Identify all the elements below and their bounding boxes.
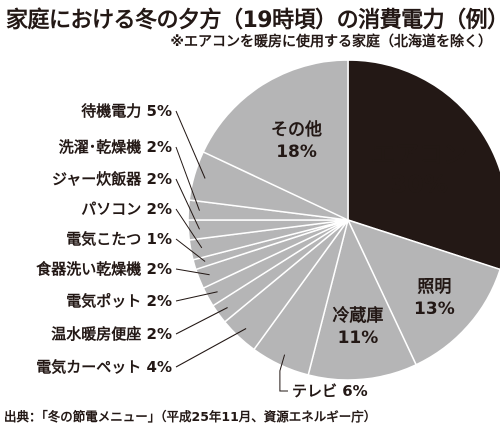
chart-title: 家庭における冬の夕方（19時頃）の消費電力（例） xyxy=(6,8,500,33)
leader-line xyxy=(279,354,288,392)
slice-label: ジャー炊飯器 2% xyxy=(52,170,172,188)
leader-line xyxy=(175,238,206,262)
slice-label: 待機電力 5% xyxy=(81,102,172,120)
slice-label: 温水暖房便座 2% xyxy=(51,325,172,343)
pie-slices xyxy=(187,59,500,381)
slice-label: 電気カーペット 4% xyxy=(36,358,172,376)
slice-value-label: 11% xyxy=(338,328,379,348)
chart-source: 出典：「冬の節電メニュー」（平成25年11月、資源エネルギー庁） xyxy=(4,409,377,424)
slice-value-label: 18% xyxy=(276,142,317,162)
leader-line xyxy=(175,110,206,179)
slice-label: テレビ 6% xyxy=(292,382,368,400)
leader-line xyxy=(175,178,200,230)
leader-line xyxy=(175,328,247,368)
slice-1 xyxy=(346,218,500,366)
leader-line xyxy=(175,307,228,335)
slice-name-label: 冷蔵庫 xyxy=(332,305,383,326)
leader-line xyxy=(175,146,200,211)
slice-name-label: その他 xyxy=(271,119,322,140)
leader-lines xyxy=(175,110,288,392)
slice-label: パソコン 2% xyxy=(81,200,172,218)
slice-label: 食器洗い乾燥機 2% xyxy=(36,260,172,278)
slice-0 xyxy=(347,59,500,271)
chart-subtitle: ※エアコンを暖房に使用する家庭（北海道を除く） xyxy=(170,34,492,50)
slice-13 xyxy=(202,59,349,222)
leader-line xyxy=(175,208,203,249)
slice-label: 洗濯･乾燥機 2% xyxy=(59,138,172,156)
slice-label: 電気こたつ 1% xyxy=(66,230,172,248)
slice-name-label: エアコン xyxy=(371,140,467,168)
leader-line xyxy=(175,268,210,276)
slice-2 xyxy=(307,217,418,381)
slice-value-label: 30% xyxy=(390,170,447,198)
slice-name-label: 照明 xyxy=(417,277,451,297)
slice-value-label: 13% xyxy=(414,299,455,319)
leader-line xyxy=(175,291,218,302)
slice-label: 電気ポット 2% xyxy=(66,292,172,310)
